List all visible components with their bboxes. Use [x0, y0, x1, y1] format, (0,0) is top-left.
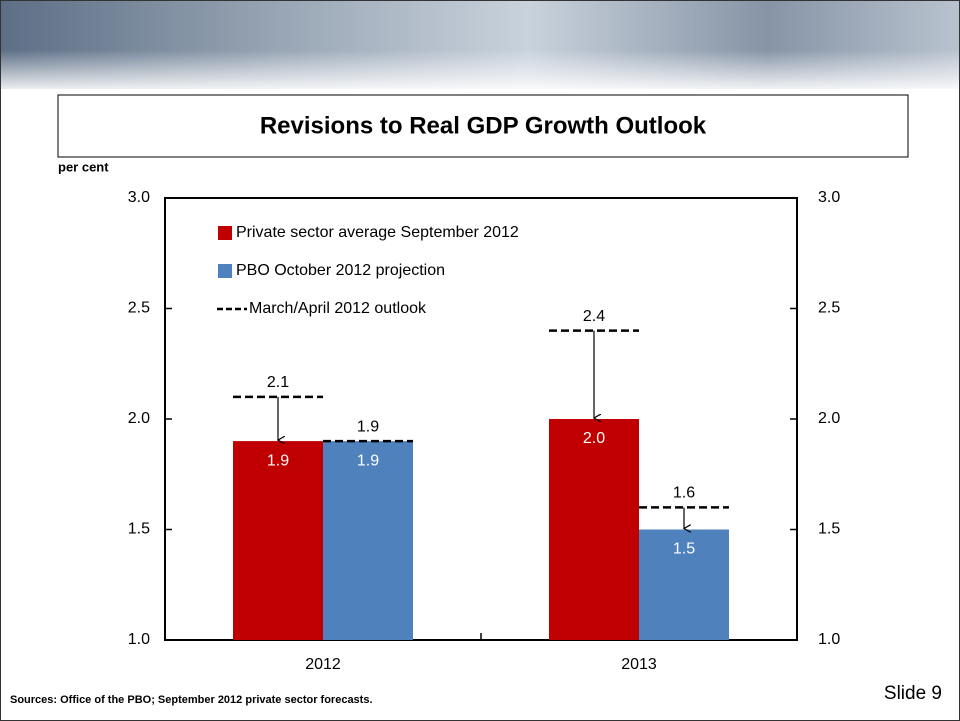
bar — [233, 441, 323, 640]
bar-value-label: 1.5 — [673, 541, 695, 558]
header-fade — [1, 50, 959, 90]
y-tick-label: 2.0 — [128, 410, 150, 427]
bar-value-label: 2.0 — [583, 430, 605, 447]
outlook-label: 2.4 — [583, 308, 605, 325]
y2-tick-label: 1.5 — [818, 521, 840, 538]
bar — [549, 419, 639, 640]
y2-tick-label: 3.0 — [818, 189, 840, 206]
bar — [639, 529, 729, 640]
bar-value-label: 1.9 — [267, 452, 289, 469]
outlook-label: 1.9 — [357, 418, 379, 435]
y2-tick-label: 1.0 — [818, 631, 840, 648]
legend-label: March/April 2012 outlook — [249, 300, 427, 317]
y-tick-label: 1.0 — [128, 631, 150, 648]
y2-tick-label: 2.0 — [818, 410, 840, 427]
title-box — [57, 94, 909, 158]
legend-swatch — [218, 264, 232, 278]
y-tick-label: 2.5 — [128, 300, 150, 317]
x-tick-label: 2012 — [305, 656, 341, 673]
x-tick-label: 2013 — [621, 656, 657, 673]
legend-label: Private sector average September 2012 — [236, 224, 519, 241]
outlook-label: 1.6 — [673, 485, 695, 502]
legend-label: PBO October 2012 projection — [236, 262, 445, 279]
chart-title: Revisions to Real GDP Growth Outlook — [260, 112, 707, 139]
sources: Sources: Office of the PBO; September 20… — [10, 694, 373, 706]
bar-value-label: 1.9 — [357, 452, 379, 469]
slide-number: Slide 9 — [884, 683, 942, 704]
outlook-label: 2.1 — [267, 374, 289, 391]
legend-swatch — [218, 226, 232, 240]
y-axis-label: per cent — [58, 159, 109, 174]
y-tick-label: 1.5 — [128, 521, 150, 538]
y2-tick-label: 2.5 — [818, 300, 840, 317]
y-tick-label: 3.0 — [128, 189, 150, 206]
bar — [323, 441, 413, 640]
